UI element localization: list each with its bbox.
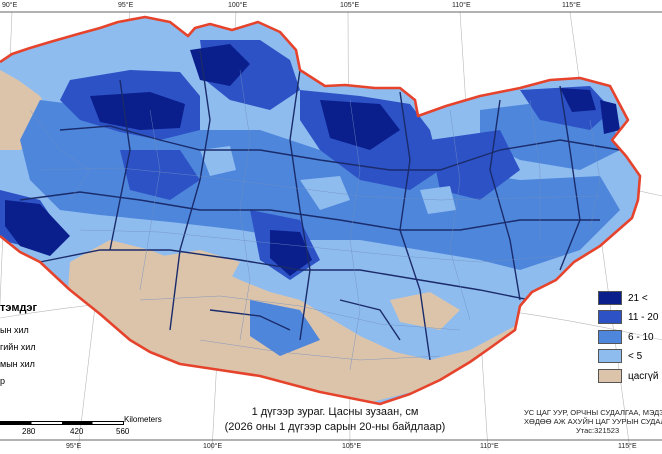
graticule-label: 100°E [228, 2, 248, 9]
graticule-label: 115°E [562, 2, 581, 9]
swatch-6-10 [598, 330, 622, 344]
snow-legend-item: 11 - 20 [598, 309, 658, 325]
map-caption: 1 дүгээр зураг. Цасны зузаан, см [251, 406, 419, 418]
legend-item-national-border: ын хил [0, 325, 29, 335]
agency-phone: Утас:321523 [576, 426, 620, 435]
map-caption-date: (2026 оны 1 дүгээр сарын 20-ны байдлаар) [224, 421, 446, 433]
legend-item-aimag-border: гийн хил [0, 342, 36, 352]
swatch-11-20 [598, 310, 622, 324]
graticule-label: 100°E [203, 443, 223, 450]
agency-name: УС ЦАГ УУР, ОРЧНЫ СУДАЛГАА, МЭДЭЭЛ [524, 408, 662, 417]
graticule-label: 105°E [340, 2, 360, 9]
national-border [0, 15, 642, 406]
scale-tick: 560 [116, 427, 130, 436]
graticule-label: 115°E [618, 443, 637, 450]
graticule-label: 105°E [342, 443, 362, 450]
agency-department: ХӨДӨӨ АЖ АХУЙН ЦАГ УУРЫН СУДАЛ [524, 417, 662, 426]
swatch-under-5 [598, 349, 622, 363]
graticule-label: 110°E [452, 2, 471, 9]
graticule-label: 110°E [480, 443, 499, 450]
scale-tick: 280 [22, 427, 36, 436]
legend-item-other: р [0, 376, 6, 386]
swatch-21-plus [598, 291, 622, 305]
snow-legend-item: 21 < [598, 290, 648, 306]
graticule-label: 90°E [2, 2, 18, 9]
snow-legend-item: < 5 [598, 348, 642, 364]
graticule-label: 95°E [66, 443, 82, 450]
scale-bar [0, 421, 124, 425]
graticule-label: 95°E [118, 2, 134, 9]
legend-item-soum-border: мын хил [0, 359, 35, 369]
snow-legend-item: 6 - 10 [598, 329, 654, 345]
snow-legend-item: цасгүй [598, 368, 659, 384]
legend-title: тэмдэг [0, 302, 38, 314]
scale-tick: 420 [70, 427, 84, 436]
scale-unit: Kilometers [124, 415, 162, 424]
swatch-no-snow [598, 369, 622, 383]
